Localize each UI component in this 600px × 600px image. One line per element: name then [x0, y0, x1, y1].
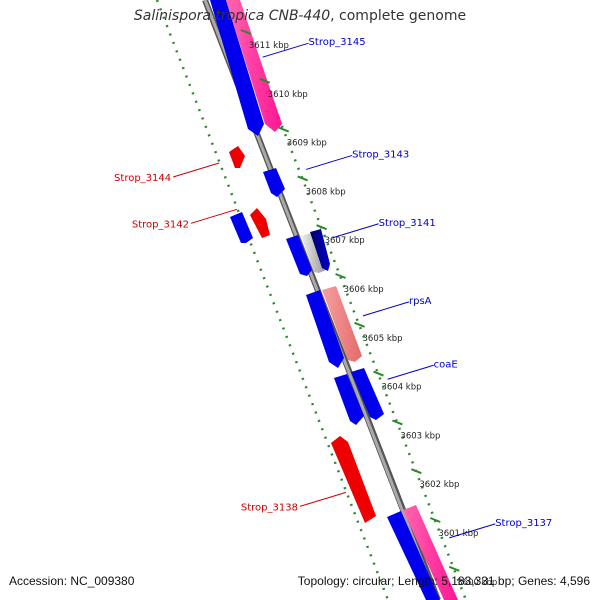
gene-arrow-strop-3138 [331, 436, 376, 523]
kbp-tick-mark [392, 419, 403, 426]
gene-callout-line [387, 364, 434, 380]
gene-label-strop-3144: Strop_3144 [114, 173, 171, 184]
kbp-tick-label: 3603 kbp [400, 431, 440, 441]
kbp-tick-label: 3600 kbp [457, 578, 497, 588]
kbp-tick-label: 3609 kbp [287, 139, 327, 149]
gene-callout-line [449, 523, 496, 539]
kbp-tick-mark [373, 370, 384, 377]
gene-arrow-strop-3142 [250, 208, 270, 238]
gene-arrow-strop-3141 [286, 235, 312, 276]
gene-arrow-strop-3137 [387, 511, 440, 600]
gene-callout-line [332, 223, 379, 239]
kbp-tick-label: 3605 kbp [363, 334, 403, 344]
gene-arrow-strop-3137b [403, 505, 458, 600]
kbp-tick-mark [240, 29, 252, 35]
gene-arrow-rpsa-1 [306, 290, 344, 368]
gene-callout-line [172, 162, 220, 178]
kbp-tick-mark [297, 175, 309, 182]
kbp-tick-label: 3610 kbp [268, 90, 308, 100]
title-suffix: , complete genome [330, 8, 467, 24]
kbp-tick-label: 3604 kbp [381, 383, 421, 393]
gene-callout-line [305, 154, 353, 170]
gene-arrow-strop-3144 [229, 146, 245, 168]
kbp-tick-mark [316, 224, 327, 231]
gene-callout-line [262, 42, 309, 58]
kbp-tick-mark [410, 468, 422, 475]
kbp-tick-label: 3607 kbp [325, 236, 365, 246]
gene-label-rpsa: rpsA [409, 296, 432, 307]
gene-label-coae: coaE [434, 359, 458, 370]
gene-label-strop-3138: Strop_3138 [241, 502, 298, 513]
gene-arrow-coae-1 [334, 374, 364, 425]
gene-arrow-coae [351, 368, 384, 420]
kbp-tick-label: 3601 kbp [438, 529, 478, 539]
gene-label-strop-3143: Strop_3143 [352, 149, 409, 160]
kbp-tick-label: 3602 kbp [419, 480, 459, 490]
gene-labels: Strop_3145 Strop_3143 Strop_3141 rpsA coaE St… [114, 37, 552, 539]
gene-label-strop-3142: Strop_3142 [132, 219, 189, 230]
gene-arrow-strop-3145 [210, 0, 264, 136]
gene-label-strop-3137: Strop_3137 [495, 518, 552, 529]
gene-label-strop-3145: Strop_3145 [309, 37, 366, 48]
gene-arrow-strop-3145b [226, 0, 282, 132]
gene-arrow-strop-3141c [310, 229, 330, 271]
gene-callout-line [362, 301, 410, 317]
kbp-tick-mark [259, 77, 271, 84]
gene-callout-line [299, 491, 347, 507]
gene-arrow-strop-3143 [263, 168, 285, 197]
gene-callout-line [190, 208, 238, 224]
kbp-tick-mark [448, 565, 460, 572]
kbp-tick-mark [429, 517, 441, 523]
kbp-tick-label: 3608 kbp [306, 187, 346, 197]
kbp-tick-mark [335, 273, 346, 279]
gene-arrow-rpsa [322, 286, 362, 362]
page-title: Salinispora tropica CNB-440, complete ge… [0, 8, 600, 24]
title-organism: Salinispora tropica CNB-440 [133, 8, 331, 24]
topology-label: Topology: circular; Length: 5,183,331 bp… [297, 574, 590, 588]
kbp-tick-mark [354, 321, 365, 328]
kbp-tick-label: 3611 kbp [249, 41, 289, 51]
kbp-tick-labels: 3611 kbp 3610 kbp 3609 kbp 3608 kbp 3607 kbp… [240, 29, 497, 588]
gene-arrow-strop-3141b [301, 233, 326, 273]
gene-arrow-strop-3142a [230, 212, 253, 243]
accession-label: Accession: NC_009380 [9, 574, 135, 588]
kbp-tick-mark [278, 126, 290, 133]
kbp-tick-label: 3606 kbp [344, 285, 384, 295]
gene-label-strop-3141: Strop_3141 [379, 218, 436, 229]
